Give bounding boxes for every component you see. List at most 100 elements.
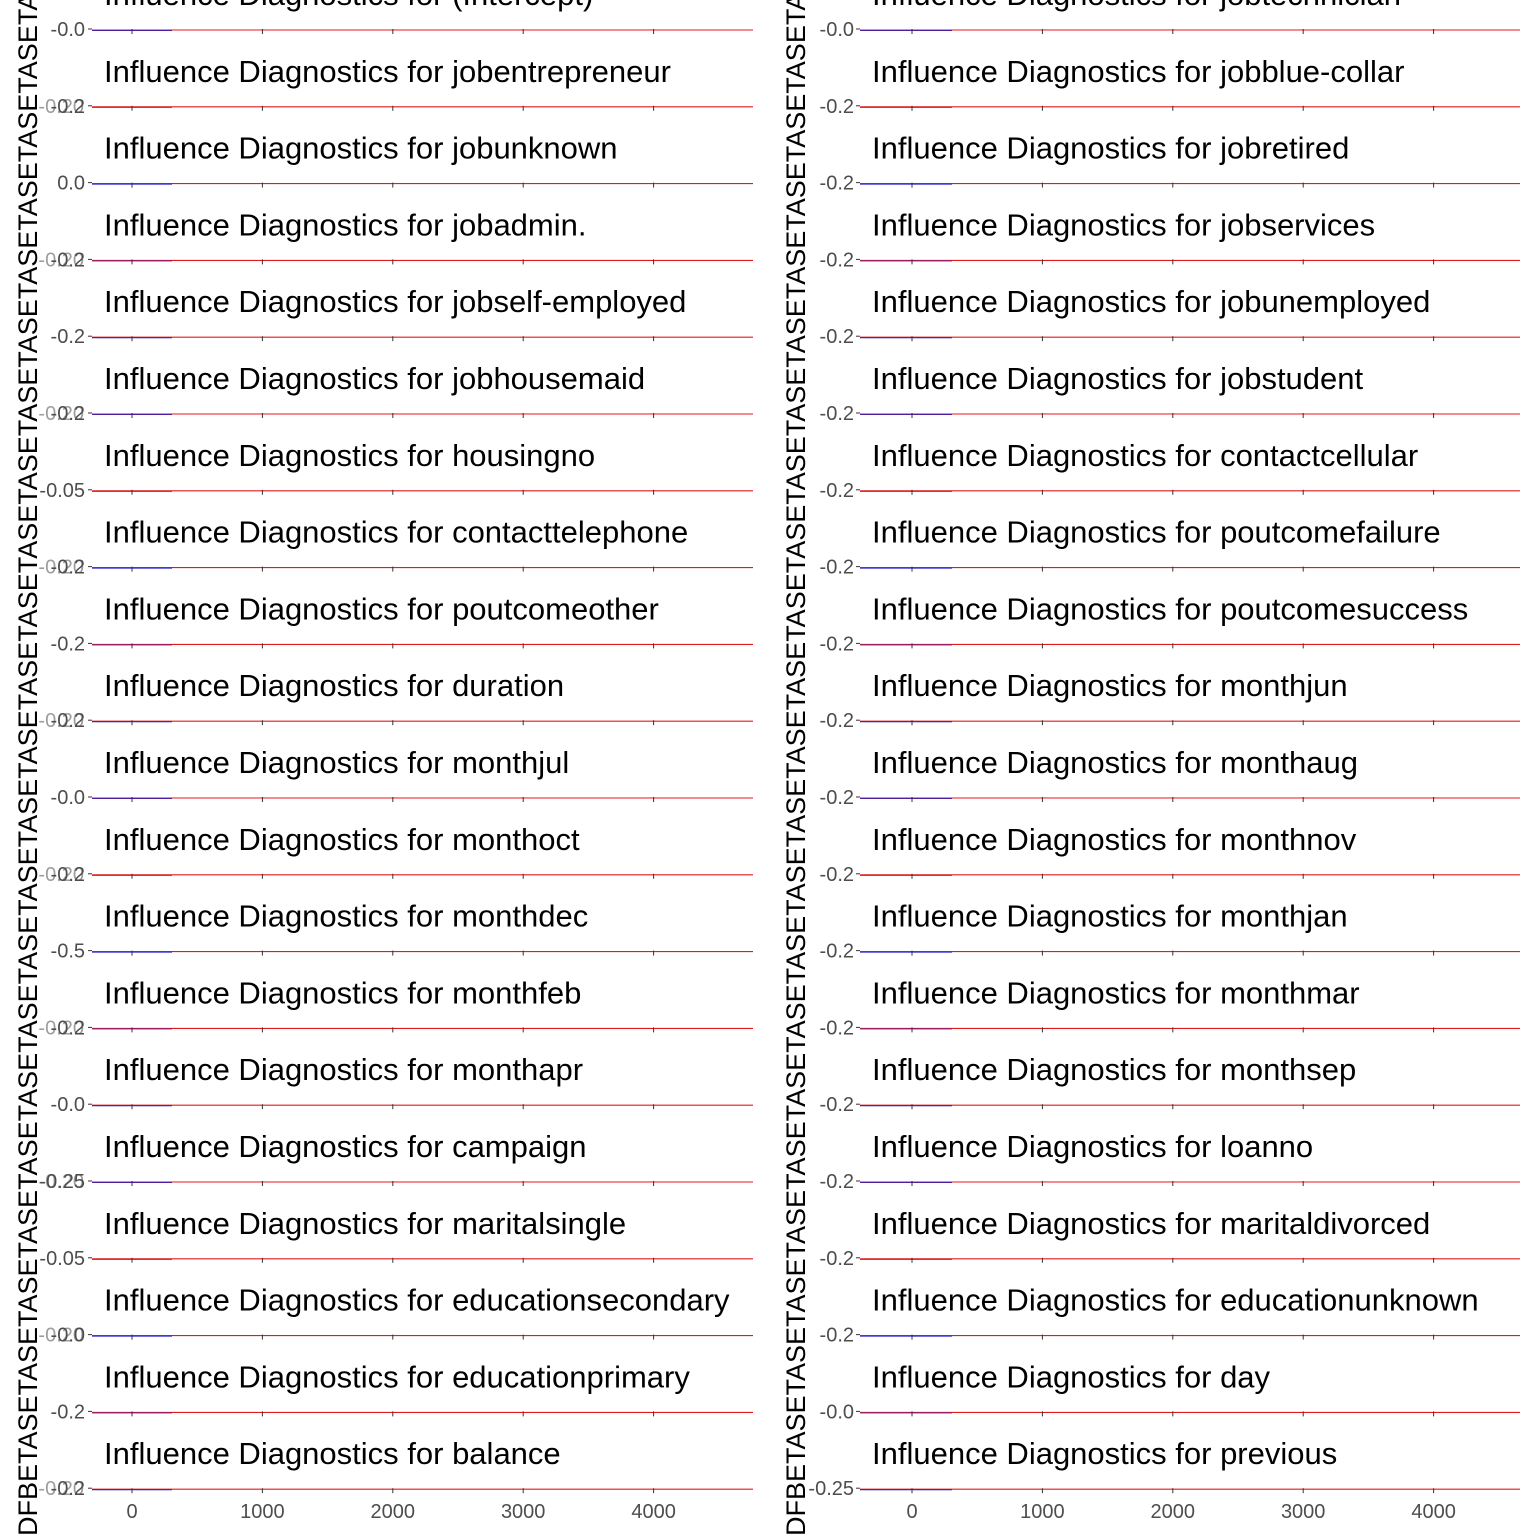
panel-title: Influence Diagnostics for monthoct [104,822,580,857]
y-tick-label-overlay: -0.20 [38,864,84,886]
panel-title: Influence Diagnostics for monthapr [104,1052,583,1087]
panel-title: Influence Diagnostics for monthjan [872,899,1348,934]
panel-title: Influence Diagnostics for housingno [104,438,595,473]
panel-title: Influence Diagnostics for monthsep [872,1052,1356,1087]
y-tick-label-overlay: -0.20 [38,1325,84,1347]
panel-row: Influence Diagnostics for previous -0.25 0… [808,1436,1520,1523]
y-tick-label: -0.2 [51,1478,85,1500]
panel-row: Influence Diagnostics for jobblue-collar… [820,54,1520,118]
y-tick-label: -0.2 [820,96,854,118]
panel-row: Influence Diagnostics for jobunknown 0.0 [57,131,753,195]
panel-title: Influence Diagnostics for day [872,1359,1271,1394]
panel-title: Influence Diagnostics for jobadmin. [104,207,586,242]
panel-title: Influence Diagnostics for monthfeb [104,975,581,1010]
y-tick-label: -0.2 [51,249,85,271]
y-tick-label: -0.2 [51,1017,85,1039]
panel-row: Influence Diagnostics for educationunkno… [820,1283,1520,1347]
panel-title: Influence Diagnostics for jobunknown [104,131,618,166]
y-tick-label: -0.2 [820,1171,854,1193]
panel-row: Influence Diagnostics for loanno -0.2 [820,1129,1520,1193]
panel-title: Influence Diagnostics for monthjul [104,745,569,780]
panel-row: Influence Diagnostics for (Intercept) -0.… [51,0,753,41]
y-tick-label-overlay: -0.20 [38,1478,84,1500]
panel-title: Influence Diagnostics for jobself-employ… [104,284,686,319]
y-tick-label: -0.2 [820,864,854,886]
y-tick-label-overlay: -0.20 [38,710,84,732]
panel-row: Influence Diagnostics for balance -0.2-0.… [38,1436,753,1523]
panel-row: Influence Diagnostics for poutcomesucces… [820,591,1520,655]
x-tick-label: 1000 [1020,1501,1065,1523]
left-column-panels: DFBETASETASETASETASETASETASETASETASETASE… [13,0,753,1536]
y-tick-label: -0.5 [51,941,85,963]
panel-row: Influence Diagnostics for monthmar -0.2 [820,975,1520,1039]
y-tick-label: -0.2 [51,710,85,732]
y-tick-label: -0.05 [39,480,85,502]
panel-title: Influence Diagnostics for (Intercept) [104,0,593,12]
panel-row: Influence Diagnostics for jobhousemaid -0… [38,361,753,425]
y-tick-label-overlay: -0.20 [38,1017,84,1039]
y-tick-label: -0.0 [51,1325,85,1347]
x-tick-label: 0 [906,1501,917,1523]
panel-title: Influence Diagnostics for poutcomesucces… [872,591,1468,626]
x-tick-label: 3000 [501,1501,546,1523]
panel-row: Influence Diagnostics for monthapr -0.0 [51,1052,753,1116]
panel-row: Influence Diagnostics for contactcellula… [820,438,1520,502]
panel-row: Influence Diagnostics for day -0.0 [820,1359,1520,1423]
panel-title: Influence Diagnostics for educationsecon… [104,1283,730,1318]
panel-title: Influence Diagnostics for educationunkno… [872,1283,1479,1318]
y-tick-label: -0.2 [820,710,854,732]
y-tick-label: -0.2 [51,864,85,886]
y-tick-label: -0.2 [820,173,854,195]
panel-row: Influence Diagnostics for jobservices -0.… [820,207,1520,271]
y-tick-label: -0.2 [51,1401,85,1423]
panel-title: Influence Diagnostics for contactcellula… [872,438,1418,473]
panel-title: Influence Diagnostics for jobtechnician [872,0,1401,12]
y-tick-label: -0.25 [808,1478,854,1500]
panel-row: Influence Diagnostics for campaign -0.25-… [38,1129,753,1193]
y-tick-label: -0.0 [820,19,854,41]
panel-row: Influence Diagnostics for monthjan -0.2 [820,899,1520,963]
panel-row: Influence Diagnostics for duration -0.2-0… [38,668,753,732]
y-tick-label-overlay: -0.20 [38,557,84,579]
panel-title: Influence Diagnostics for poutcomeother [104,591,659,626]
x-tick-label: 2000 [1151,1501,1196,1523]
y-tick-label: -0.2 [820,787,854,809]
y-tick-label: -0.2 [820,1094,854,1116]
y-tick-label: -0.2 [820,480,854,502]
x-tick-label: 4000 [631,1501,676,1523]
y-tick-label: -0.2 [51,96,85,118]
panel-title: Influence Diagnostics for monthdec [104,899,588,934]
panel-row: Influence Diagnostics for jobunemployed-… [820,284,1520,348]
panel-row: Influence Diagnostics for monthfeb -0.2-0… [38,975,753,1039]
y-tick-label: -0.2 [820,403,854,425]
panel-row: Influence Diagnostics for monthsep -0.2 [820,1052,1520,1116]
panel-title: Influence Diagnostics for jobentrepreneu… [104,54,671,89]
panel-title: Influence Diagnostics for previous [872,1436,1337,1471]
y-tick-label: -0.2 [820,326,854,348]
panel-row: Influence Diagnostics for jobentrepreneu… [38,54,753,118]
y-tick-label: -0.2 [51,633,85,655]
y-tick-label: -0.2 [820,1248,854,1270]
y-tick-label: -0.2 [820,1017,854,1039]
y-tick-label-overlay: -0.20 [38,96,84,118]
panel-row: Influence Diagnostics for jobtechnician -… [820,0,1520,41]
y-tick-label: -0.2 [51,557,85,579]
panel-row: Influence Diagnostics for monthjun -0.2 [820,668,1520,732]
y-tick-label: -0.2 [820,557,854,579]
panel-row: Influence Diagnostics for maritalsingle-… [39,1206,753,1270]
x-tick-label: 2000 [371,1501,416,1523]
y-tick-label: -0.25 [39,1171,85,1193]
panel-title: Influence Diagnostics for jobstudent [872,361,1364,396]
y-tick-label-overlay: -0.20 [38,1171,84,1193]
y-tick-label: -0.0 [51,787,85,809]
right-column-panels: DFBETASETASETASETASETASETASETASETASETASE… [781,0,1520,1536]
panel-title: Influence Diagnostics for monthaug [872,745,1358,780]
y-tick-label-overlay: -0.20 [38,249,84,271]
panel-title: Influence Diagnostics for maritaldivorce… [872,1206,1430,1241]
panel-title: Influence Diagnostics for jobunemployed [872,284,1430,319]
panel-row: Influence Diagnostics for poutcomefailur… [820,515,1520,579]
panel-row: Influence Diagnostics for monthnov -0.2 [820,822,1520,886]
y-tick-label: 0.0 [57,173,85,195]
y-tick-label: -0.0 [820,1401,854,1423]
